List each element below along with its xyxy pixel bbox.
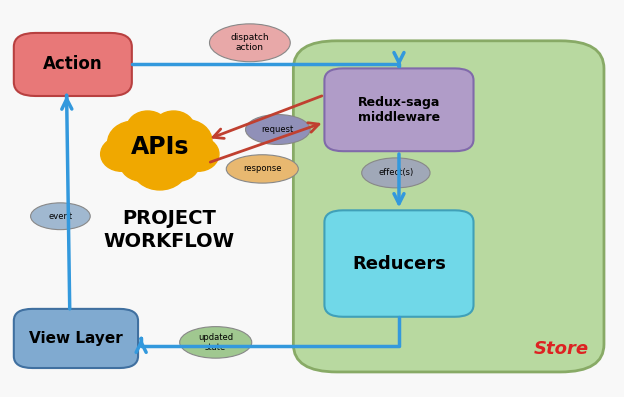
Text: Store: Store — [534, 340, 588, 358]
Text: Reducers: Reducers — [352, 254, 446, 273]
FancyBboxPatch shape — [324, 210, 474, 317]
Ellipse shape — [180, 327, 251, 358]
Ellipse shape — [153, 111, 195, 145]
Ellipse shape — [155, 144, 200, 181]
Ellipse shape — [107, 121, 160, 164]
Ellipse shape — [120, 144, 165, 181]
Text: effect(s): effect(s) — [378, 168, 414, 177]
Text: APIs: APIs — [130, 135, 189, 159]
Ellipse shape — [124, 121, 197, 181]
Ellipse shape — [127, 111, 168, 145]
Ellipse shape — [177, 137, 219, 171]
Ellipse shape — [210, 24, 290, 62]
Text: dispatch
action: dispatch action — [230, 33, 269, 52]
FancyBboxPatch shape — [14, 309, 138, 368]
Text: response: response — [243, 164, 281, 173]
Ellipse shape — [362, 158, 430, 188]
Text: request: request — [261, 125, 294, 134]
Ellipse shape — [31, 203, 90, 229]
Text: Redux-saga
middleware: Redux-saga middleware — [358, 96, 440, 124]
Ellipse shape — [245, 114, 310, 145]
Text: Action: Action — [43, 56, 102, 73]
Ellipse shape — [160, 119, 212, 163]
FancyBboxPatch shape — [293, 41, 604, 372]
Ellipse shape — [132, 144, 188, 190]
Ellipse shape — [227, 155, 298, 183]
FancyBboxPatch shape — [324, 68, 474, 151]
Text: event: event — [48, 212, 72, 221]
Text: View Layer: View Layer — [29, 331, 123, 346]
Text: PROJECT
WORKFLOW: PROJECT WORKFLOW — [104, 209, 235, 251]
Ellipse shape — [100, 137, 142, 171]
Text: updated
state: updated state — [198, 333, 233, 352]
FancyBboxPatch shape — [14, 33, 132, 96]
